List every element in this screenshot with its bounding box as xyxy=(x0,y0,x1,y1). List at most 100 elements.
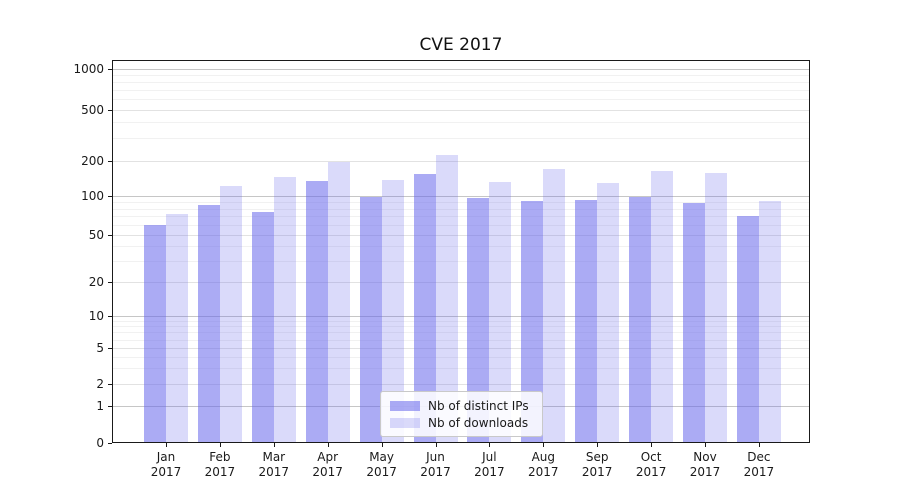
gridline-minor-900 xyxy=(112,75,810,77)
gridline-minor-700 xyxy=(112,90,810,92)
x-tick-mark-feb xyxy=(219,443,221,447)
y-tick-label-0: 0 xyxy=(96,436,104,450)
bar-ips-apr xyxy=(305,181,328,443)
gridline-minor-70 xyxy=(112,216,810,218)
y-tick-mark-100 xyxy=(108,196,112,197)
legend: Nb of distinct IPs Nb of downloads xyxy=(380,391,543,437)
bar-downloads-sep xyxy=(597,182,620,443)
x-tick-label-jan: Jan 2017 xyxy=(150,450,182,479)
legend-label-distinct-ips: Nb of distinct IPs xyxy=(428,398,529,413)
gridline-minor-60 xyxy=(112,224,810,226)
bar-ips-oct xyxy=(629,196,652,443)
x-tick-label-mar: Mar 2017 xyxy=(258,450,290,479)
bar-downloads-aug xyxy=(543,168,566,443)
bar-ips-nov xyxy=(683,202,705,443)
bar-ips-may xyxy=(359,197,382,443)
bar-ips-jul xyxy=(467,197,490,443)
gridline-minor-90 xyxy=(112,201,810,203)
y-tick-mark-1 xyxy=(108,406,112,407)
bar-downloads-apr xyxy=(327,161,350,443)
bar-ips-jan xyxy=(144,224,166,443)
gridline-major-100 xyxy=(112,196,810,197)
chart-title: CVE 2017 xyxy=(419,35,503,55)
gridline-minor-7 xyxy=(112,332,810,334)
x-tick-label-sep: Sep 2017 xyxy=(581,450,613,479)
bar-downloads-jun xyxy=(435,155,458,443)
y-tick-mark-2 xyxy=(108,384,112,385)
bar-downloads-jan xyxy=(166,214,188,443)
bar-ips-aug xyxy=(521,201,544,443)
y-tick-mark-50 xyxy=(108,235,112,236)
bar-downloads-oct xyxy=(651,170,674,443)
y-tick-label-100: 100 xyxy=(81,189,104,203)
gridline-2 xyxy=(112,384,810,385)
bar-ips-mar xyxy=(251,212,274,443)
gridline-minor-40 xyxy=(112,246,810,248)
gridline-minor-3 xyxy=(112,368,810,370)
gridline-minor-400 xyxy=(112,122,810,124)
x-tick-mark-mar xyxy=(273,443,275,447)
y-tick-mark-10 xyxy=(108,316,112,317)
bar-downloads-nov xyxy=(705,173,727,443)
gridline-minor-8 xyxy=(112,326,810,328)
y-tick-mark-20 xyxy=(108,282,112,283)
y-tick-mark-200 xyxy=(108,160,112,162)
y-tick-label-20: 20 xyxy=(88,275,104,289)
x-tick-mark-jan xyxy=(166,443,167,447)
gridline-minor-30 xyxy=(112,261,810,263)
bar-downloads-feb xyxy=(219,186,242,443)
gridline-minor-6 xyxy=(112,339,810,341)
y-tick-mark-500 xyxy=(108,110,112,111)
gridline-200 xyxy=(112,160,810,162)
x-tick-label-nov: Nov 2017 xyxy=(689,450,721,479)
x-tick-mark-aug xyxy=(543,443,545,447)
x-tick-label-jun: Jun 2017 xyxy=(420,450,451,479)
x-tick-mark-nov xyxy=(705,443,706,447)
y-tick-label-200: 200 xyxy=(81,153,104,168)
bar-ips-dec xyxy=(736,216,759,443)
x-tick-label-apr: Apr 2017 xyxy=(312,450,343,479)
bar-downloads-may xyxy=(381,179,404,443)
gridline-500 xyxy=(112,110,810,111)
bar-downloads-jul xyxy=(489,182,512,443)
gridline-minor-4 xyxy=(112,356,810,358)
gridline-minor-9 xyxy=(112,320,810,322)
gridline-major-1000 xyxy=(112,69,810,70)
legend-item-downloads: Nb of downloads xyxy=(390,416,533,430)
y-tick-label-1: 1 xyxy=(96,399,104,413)
y-tick-label-1000: 1000 xyxy=(73,62,104,76)
bar-ips-jun xyxy=(413,173,436,443)
gridline-minor-80 xyxy=(112,208,810,210)
legend-swatch-distinct-ips xyxy=(390,400,420,411)
y-tick-label-500: 500 xyxy=(81,103,104,117)
x-tick-label-dec: Dec 2017 xyxy=(743,450,775,479)
bar-ips-sep xyxy=(575,200,598,443)
x-tick-mark-jul xyxy=(489,443,491,447)
x-tick-mark-apr xyxy=(327,443,329,447)
y-tick-mark-1000 xyxy=(108,69,112,70)
bar-downloads-mar xyxy=(273,177,296,443)
x-tick-label-may: May 2017 xyxy=(366,450,397,479)
x-tick-mark-sep xyxy=(597,443,599,447)
x-tick-mark-jun xyxy=(435,443,437,447)
legend-swatch-downloads xyxy=(390,417,420,428)
gridline-minor-800 xyxy=(112,82,810,84)
y-tick-label-50: 50 xyxy=(88,228,104,242)
y-tick-mark-5 xyxy=(108,348,112,349)
bar-ips-feb xyxy=(197,205,220,443)
gridline-5 xyxy=(112,348,810,349)
x-tick-label-oct: Oct 2017 xyxy=(635,450,667,479)
gridline-minor-600 xyxy=(112,99,810,101)
gridline-minor-300 xyxy=(112,138,810,140)
legend-item-distinct-ips: Nb of distinct IPs xyxy=(390,399,533,413)
x-tick-mark-dec xyxy=(758,443,760,447)
y-tick-label-5: 5 xyxy=(96,341,104,355)
gridline-major-10 xyxy=(112,316,810,317)
x-tick-mark-may xyxy=(381,443,383,447)
y-tick-label-10: 10 xyxy=(88,309,104,323)
y-tick-label-2: 2 xyxy=(96,377,104,391)
gridline-50 xyxy=(112,235,810,236)
bar-downloads-dec xyxy=(758,201,781,443)
legend-label-downloads: Nb of downloads xyxy=(428,415,529,430)
